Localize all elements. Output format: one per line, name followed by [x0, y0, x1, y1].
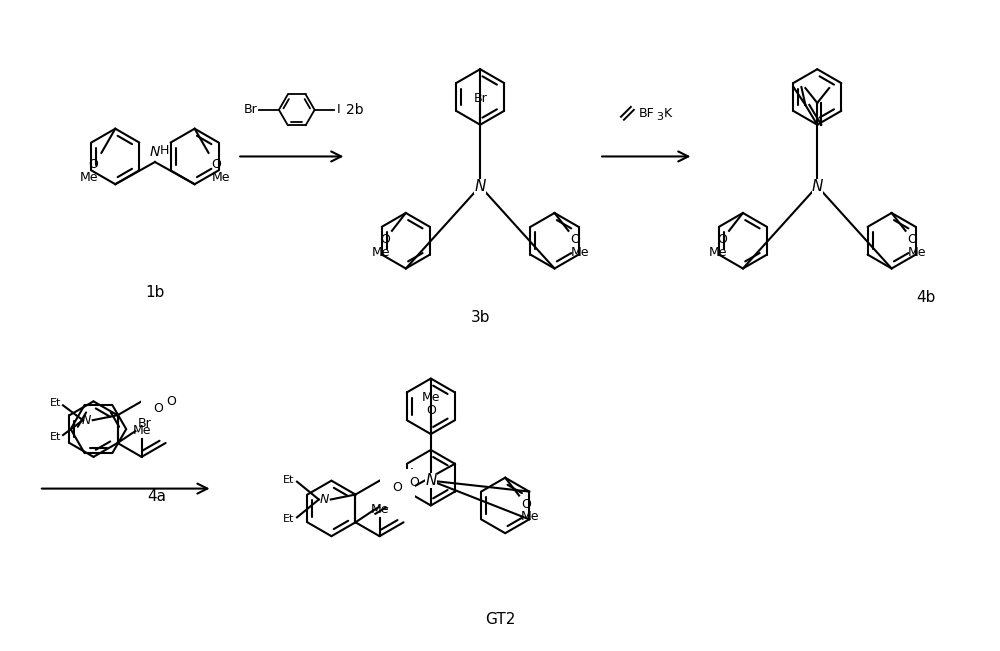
Text: O: O [89, 158, 98, 171]
Text: O: O [211, 158, 221, 171]
Text: 2b: 2b [346, 103, 364, 117]
Text: Me: Me [370, 503, 389, 516]
Text: BF: BF [639, 107, 655, 120]
Text: I: I [336, 104, 340, 117]
Text: O: O [393, 481, 402, 494]
Text: N: N [81, 413, 91, 426]
Text: O: O [426, 404, 436, 417]
Text: 3b: 3b [470, 310, 490, 325]
Text: 4a: 4a [147, 489, 166, 504]
Text: H: H [160, 144, 170, 157]
Text: O: O [409, 476, 419, 489]
Text: O: O [717, 233, 727, 246]
Text: Br: Br [137, 417, 151, 430]
Text: N: N [812, 178, 823, 194]
Text: Et: Et [50, 398, 61, 408]
Text: Me: Me [709, 245, 727, 258]
Text: N: N [474, 178, 486, 194]
Text: 3: 3 [657, 112, 664, 122]
Text: Me: Me [80, 171, 98, 184]
Text: Me: Me [521, 510, 540, 523]
Text: O: O [521, 497, 531, 510]
Text: O: O [907, 233, 917, 246]
Text: Me: Me [422, 391, 440, 404]
Text: Et: Et [283, 514, 294, 524]
Text: 4b: 4b [916, 290, 936, 305]
Text: N: N [150, 145, 160, 159]
Text: Et: Et [50, 432, 61, 442]
Text: Br: Br [473, 92, 487, 105]
Text: Me: Me [570, 245, 589, 258]
Text: N: N [319, 493, 329, 506]
Text: Me: Me [132, 424, 151, 437]
Text: O: O [380, 233, 390, 246]
Text: Me: Me [907, 245, 926, 258]
Text: GT2: GT2 [485, 613, 515, 628]
Text: Br: Br [243, 104, 257, 117]
Text: Me: Me [211, 171, 230, 184]
Text: N: N [425, 473, 437, 488]
Text: Et: Et [283, 475, 294, 485]
Text: K: K [664, 107, 672, 120]
Text: O: O [570, 233, 580, 246]
Text: O: O [154, 402, 163, 415]
Text: O: O [166, 395, 176, 408]
Text: Me: Me [371, 245, 390, 258]
Text: 1b: 1b [145, 285, 165, 300]
